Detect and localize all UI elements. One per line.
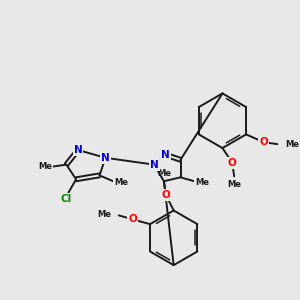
Text: Me: Me [227,180,241,189]
Text: Me: Me [157,169,171,178]
Text: O: O [161,190,170,200]
Text: Me: Me [285,140,299,148]
Text: Cl: Cl [61,194,72,204]
Text: N: N [74,145,82,155]
Text: O: O [259,137,268,147]
Text: Me: Me [38,162,52,171]
Text: Me: Me [114,178,128,187]
Text: O: O [128,214,137,224]
Text: O: O [228,158,237,168]
Text: Me: Me [97,210,111,219]
Text: Me: Me [195,178,209,187]
Text: N: N [161,150,170,160]
Text: N: N [150,160,158,170]
Text: N: N [101,153,110,163]
